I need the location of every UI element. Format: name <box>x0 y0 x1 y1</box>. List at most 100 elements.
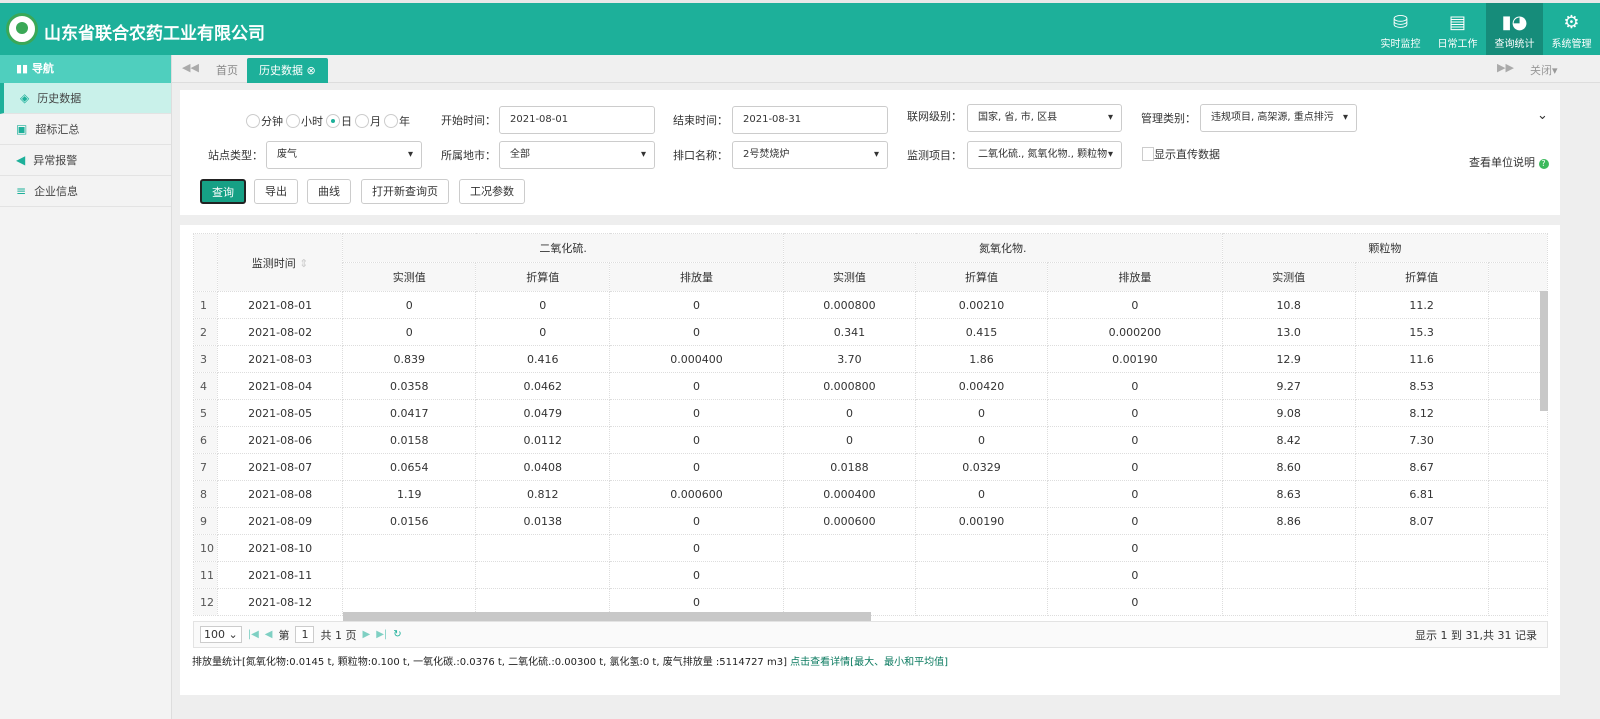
table-cell: 8.42 <box>1221 426 1356 454</box>
topnav-chart[interactable]: ▮◕ 查询统计 <box>1486 3 1543 55</box>
export-button[interactable]: 导出 <box>254 179 298 204</box>
next-page-icon[interactable]: ▶ <box>362 629 371 640</box>
prev-page-icon[interactable]: ◀ <box>264 629 273 640</box>
table-cell <box>342 561 477 589</box>
outlet-select[interactable]: 2号焚烧炉 <box>732 141 888 169</box>
station-select[interactable]: 废气 <box>266 141 422 169</box>
table-cell: 0 <box>342 291 477 319</box>
table-row[interactable]: 1 2021-08-01 0 0 0 0.000800 0.00210 0 10.8 11.2 <box>193 291 1548 319</box>
close-tab-icon[interactable]: ⊗ <box>306 64 316 77</box>
group-header: 氮氧化物. <box>782 233 1223 263</box>
table-row[interactable]: 8 2021-08-08 1.19 0.812 0.000600 0.000400 0 0 8.… <box>193 480 1548 508</box>
table-row[interactable]: 3 2021-08-03 0.839 0.416 0.000400 3.70 1.86 0.0… <box>193 345 1548 373</box>
table-cell: 0.000800 <box>782 291 917 319</box>
params-button[interactable]: 工况参数 <box>459 179 525 204</box>
radio-granularity-0[interactable]: 分钟 <box>246 113 283 129</box>
first-page-icon[interactable]: |◀ <box>247 629 259 640</box>
curve-button[interactable]: 曲线 <box>307 179 351 204</box>
items-select[interactable]: 二氧化硫., 氮氧化物., 颗粒物 <box>967 141 1122 169</box>
page-prefix: 第 <box>278 628 290 642</box>
vertical-scrollbar[interactable] <box>1540 291 1548 411</box>
page-size-select[interactable]: 100 ⌄ <box>200 626 242 643</box>
total-pages: 共 1 页 <box>320 628 357 642</box>
table-cell: 0.000200 <box>1047 318 1223 346</box>
city-select[interactable]: 全部 <box>499 141 655 169</box>
table-cell: 8.63 <box>1221 480 1356 508</box>
sub-header: 排放量 <box>1047 262 1223 292</box>
network-select[interactable]: 国家, 省, 市, 区县 <box>967 104 1122 132</box>
radio-granularity-4[interactable]: 年 <box>384 113 410 129</box>
mgmt-select[interactable]: 违规项目, 高架源, 重点排污 <box>1200 104 1357 132</box>
table-cell <box>1354 534 1489 562</box>
table-cell: 0.00420 <box>914 372 1049 400</box>
scroll-right-icon[interactable]: ▶▶ <box>1497 61 1514 74</box>
time-header[interactable]: 监测时间 ⇕ <box>216 233 344 292</box>
sort-icon[interactable]: ⇕ <box>299 256 309 270</box>
table-cell: 0.0188 <box>782 453 917 481</box>
chart-icon: ▮◕ <box>1501 12 1528 33</box>
sidebar-item-1[interactable]: ▣ 超标汇总 <box>0 114 171 145</box>
unit-help-link[interactable]: 查看单位说明 ? <box>1469 154 1549 170</box>
table-cell: 1.19 <box>342 480 477 508</box>
table-row[interactable]: 12 2021-08-12 0 0 <box>193 588 1548 616</box>
topnav-gears[interactable]: ⚙ 系统管理 <box>1543 3 1600 55</box>
pagination: 100 ⌄ |◀ ◀ 第 1 共 1 页 ▶ ▶| ↻ 显示 1 到 31,共 … <box>193 621 1548 648</box>
tab-home[interactable]: 首页 <box>216 64 238 77</box>
table-cell: 0.0479 <box>475 399 611 427</box>
page-input[interactable]: 1 <box>295 626 315 643</box>
table-cell: 3.70 <box>782 345 917 373</box>
details-link[interactable]: 点击查看详情[最大、最小和平均值] <box>790 657 948 668</box>
row-number: 11 <box>193 561 218 589</box>
table-cell: 0 <box>609 507 784 535</box>
radio-granularity-3[interactable]: 月 <box>355 113 381 129</box>
radio-granularity-1[interactable]: 小时 <box>286 113 323 129</box>
items-label: 监测项目： <box>907 149 962 162</box>
scroll-left-icon[interactable]: ◀◀ <box>182 61 199 74</box>
horizontal-scrollbar[interactable] <box>343 612 871 621</box>
refresh-icon[interactable]: ↻ <box>393 629 402 640</box>
cabinet-icon: ▤ <box>1448 12 1466 33</box>
sub-header: 折算值 <box>914 262 1049 292</box>
sidebar-item-2[interactable]: ◀ 异常报警 <box>0 145 171 176</box>
table-cell: 0 <box>475 318 611 346</box>
group-header: 颗粒物 <box>1221 233 1548 263</box>
table-cell: 2021-08-01 <box>216 291 344 319</box>
table-cell <box>1221 561 1356 589</box>
start-date-input[interactable]: 2021-08-01 <box>499 106 655 134</box>
table-row[interactable]: 7 2021-08-07 0.0654 0.0408 0 0.0188 0.0329 0 8.6… <box>193 453 1548 481</box>
outlet-label: 排口名称： <box>673 149 728 162</box>
query-button[interactable]: 查询 <box>200 179 246 204</box>
table-cell <box>1221 534 1356 562</box>
table-row[interactable]: 4 2021-08-04 0.0358 0.0462 0 0.000800 0.00420 0… <box>193 372 1548 400</box>
topnav-cabinet[interactable]: ▤ 日常工作 <box>1429 3 1486 55</box>
table-cell: 6.81 <box>1354 480 1489 508</box>
direct-data-checkbox[interactable]: 显示直传数据 <box>1142 146 1220 162</box>
close-menu[interactable]: 关闭▾ <box>1530 64 1558 77</box>
table-cell <box>914 534 1049 562</box>
row-num-header <box>193 233 218 292</box>
table-cell: 0 <box>1047 588 1223 616</box>
row-number: 5 <box>193 399 218 427</box>
end-date-input[interactable]: 2021-08-31 <box>732 106 888 134</box>
table-row[interactable]: 5 2021-08-05 0.0417 0.0479 0 0 0 0 9.08 8.12 <box>193 399 1548 427</box>
logo-icon <box>6 13 38 45</box>
table-cell: 0.0138 <box>475 507 611 535</box>
row-number: 12 <box>193 588 218 616</box>
table-row[interactable]: 9 2021-08-09 0.0156 0.0138 0 0.000600 0.00190 0… <box>193 507 1548 535</box>
table-row[interactable]: 6 2021-08-06 0.0158 0.0112 0 0 0 0 8.42 7.30 <box>193 426 1548 454</box>
new-query-page-button[interactable]: 打开新查询页 <box>361 179 449 204</box>
table-cell: 0.0329 <box>914 453 1049 481</box>
sub-header: 折算值 <box>475 262 611 292</box>
tab-history[interactable]: 历史数据 ⊗ <box>247 58 328 83</box>
topnav-database[interactable]: ⛁ 实时监控 <box>1372 3 1429 55</box>
table-cell: 0.0112 <box>475 426 611 454</box>
table-row[interactable]: 11 2021-08-11 0 0 <box>193 561 1548 589</box>
radio-granularity-2[interactable]: 日 <box>326 113 352 129</box>
expand-chevron-icon[interactable]: ⌄ <box>1537 108 1548 123</box>
table-cell: 0.000800 <box>782 372 917 400</box>
last-page-icon[interactable]: ▶| <box>376 629 388 640</box>
table-row[interactable]: 2 2021-08-02 0 0 0 0.341 0.415 0.000200 13.0 15.3 <box>193 318 1548 346</box>
table-row[interactable]: 10 2021-08-10 0 0 <box>193 534 1548 562</box>
sidebar-item-0[interactable]: ◈ 历史数据 <box>0 83 171 114</box>
sidebar-item-3[interactable]: ≡ 企业信息 <box>0 176 171 207</box>
